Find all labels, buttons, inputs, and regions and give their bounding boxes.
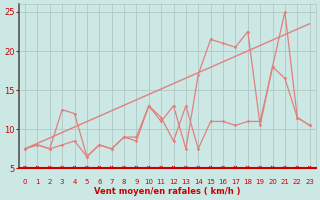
X-axis label: Vent moyen/en rafales ( km/h ): Vent moyen/en rafales ( km/h ) <box>94 187 241 196</box>
